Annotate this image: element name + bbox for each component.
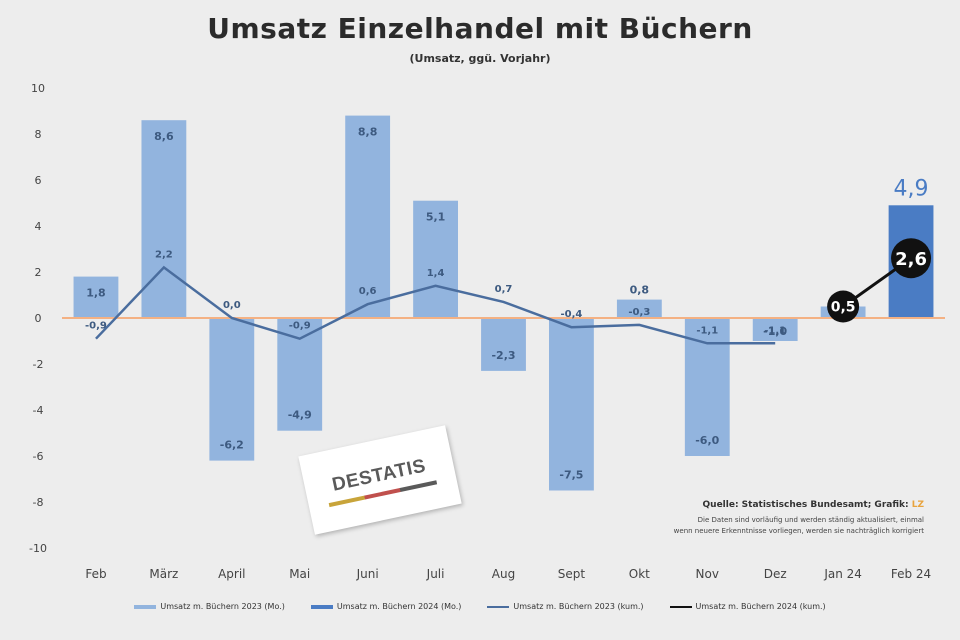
bar-data-label: 0,8 — [630, 284, 650, 297]
legend-swatch — [487, 605, 510, 608]
legend-item: Umsatz m. Büchern 2023 (Mo.) — [134, 602, 285, 611]
bar-data-label: -6,2 — [220, 439, 244, 452]
legend-label: Umsatz m. Büchern 2023 (Mo.) — [160, 602, 285, 611]
bar — [73, 276, 119, 318]
line-data-label: 0,7 — [495, 284, 513, 295]
bar — [549, 318, 594, 491]
y-tick-label: -4 — [33, 404, 44, 417]
x-tick-label: Mai — [289, 567, 310, 581]
x-tick-label: März — [149, 567, 178, 581]
line-data-label: 0,0 — [223, 300, 241, 311]
chart-title: Umsatz Einzelhandel mit Büchern — [207, 12, 753, 45]
legend-item: Umsatz m. Büchern 2024 (Mo.) — [310, 602, 462, 611]
bar-data-label: 1,8 — [86, 287, 106, 300]
x-tick-label: Jan 24 — [823, 567, 862, 581]
source-note-line-2: wenn neuere Erkenntnisse vorliegen, werd… — [673, 527, 924, 535]
y-tick-label: 4 — [35, 220, 42, 233]
line-data-label: 2,2 — [155, 249, 173, 260]
bar — [616, 299, 662, 318]
bar-data-label: -1,0 — [763, 325, 787, 338]
y-tick-label: -2 — [33, 358, 44, 371]
line-data-label: -0,4 — [560, 309, 582, 320]
legend-item: Umsatz m. Büchern 2023 (kum.) — [487, 602, 644, 611]
x-tick-label: Sept — [558, 567, 586, 581]
line-data-label: -1,1 — [696, 325, 718, 336]
x-tick-label: Dez — [764, 567, 787, 581]
x-tick-label: Juni — [356, 567, 379, 581]
y-tick-label: -6 — [33, 450, 44, 463]
x-tick-label: Juli — [426, 567, 445, 581]
line-data-label: 0,5 — [831, 300, 856, 316]
line-data-label: -0,3 — [628, 307, 650, 318]
y-tick-label: -10 — [29, 542, 47, 555]
y-tick-label: 10 — [31, 82, 45, 95]
line-point — [891, 238, 932, 279]
line-data-label: -0,9 — [85, 321, 107, 332]
line-data-label: 2,6 — [895, 249, 927, 270]
y-tick-label: 8 — [35, 128, 42, 141]
x-tick-label: Feb 24 — [891, 567, 931, 581]
chart-legend: Umsatz m. Büchern 2023 (Mo.) Umsatz m. Bü… — [0, 602, 960, 611]
bar-data-label: -4,9 — [288, 409, 312, 422]
x-tick-label: Nov — [696, 567, 719, 581]
chart-subtitle: (Umsatz, ggü. Vorjahr) — [409, 52, 551, 65]
legend-label: Umsatz m. Büchern 2023 (kum.) — [513, 602, 644, 611]
bar-data-label: 8,6 — [154, 130, 174, 143]
bar-data-label: 4,9 — [894, 176, 929, 201]
y-tick-label: 0 — [35, 312, 42, 325]
bar-data-label: -7,5 — [559, 469, 583, 482]
bar-data-label: 5,1 — [426, 211, 446, 224]
source-note: Die Daten sind vorläufig und werden stän… — [604, 515, 924, 537]
bar — [684, 318, 730, 456]
bar — [345, 115, 391, 318]
source-line: Quelle: Statistisches Bundesamt; Grafik:… — [604, 500, 924, 510]
x-tick-label: April — [218, 567, 245, 581]
x-tick-label: Feb — [85, 567, 106, 581]
source-accent: LZ — [911, 500, 924, 510]
legend-label: Umsatz m. Büchern 2024 (kum.) — [695, 602, 826, 611]
logo-text: DESTATIS — [330, 454, 428, 496]
bar — [752, 318, 798, 341]
series-line — [95, 265, 776, 345]
source-note-line-1: Die Daten sind vorläufig und werden stän… — [697, 516, 924, 524]
legend-swatch — [310, 604, 333, 609]
x-tick-label: Okt — [629, 567, 650, 581]
legend-item: Umsatz m. Büchern 2024 (kum.) — [669, 602, 826, 611]
y-tick-label: -8 — [33, 496, 44, 509]
bar — [209, 318, 255, 461]
legend-swatch — [669, 605, 692, 608]
line-data-label: 1,4 — [427, 268, 445, 279]
bar — [481, 318, 526, 371]
bar-data-label: -2,3 — [491, 349, 515, 362]
x-tick-label: Aug — [492, 567, 515, 581]
legend-swatch — [134, 604, 157, 609]
line-point — [827, 290, 860, 323]
line-data-label: 0,6 — [359, 286, 377, 297]
source-text: Quelle: Statistisches Bundesamt; Grafik: — [702, 500, 909, 510]
y-tick-label: 2 — [35, 266, 42, 279]
bar — [413, 200, 458, 318]
bar — [141, 120, 187, 318]
legend-label: Umsatz m. Büchern 2024 (Mo.) — [336, 602, 462, 611]
y-tick-label: 6 — [35, 174, 42, 187]
line-data-label: -1,1 — [764, 325, 786, 336]
bar — [277, 318, 323, 431]
bar-data-label: -6,0 — [695, 434, 719, 447]
bar-data-label: 8,8 — [358, 126, 378, 139]
line-data-label: -0,9 — [289, 321, 311, 332]
